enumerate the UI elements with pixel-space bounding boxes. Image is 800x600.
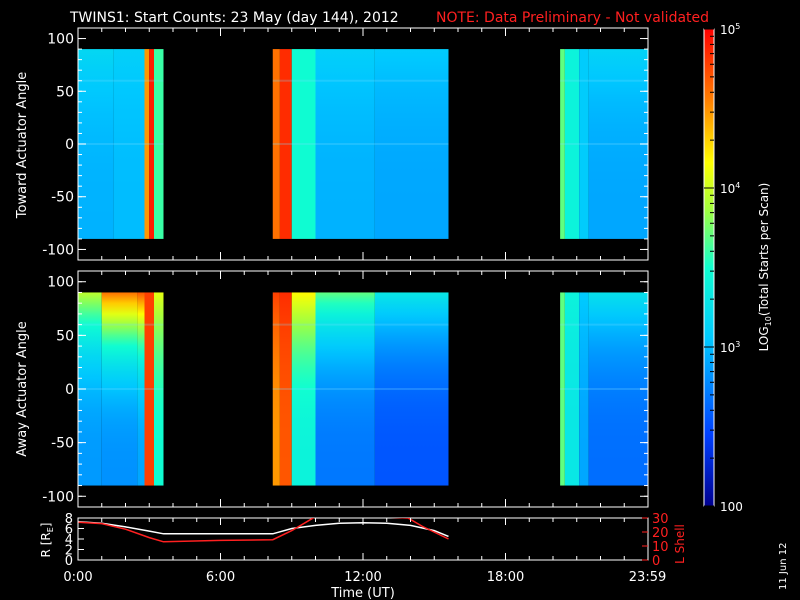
x-tick-label: 23:59 (629, 570, 666, 585)
heatmap-column (154, 49, 164, 239)
y-tick-label: 50 (56, 328, 74, 344)
colorbar-tick-label: 105 (720, 22, 740, 37)
y-tick-label: -100 (42, 489, 74, 505)
heatmap-column (560, 49, 565, 239)
y-tick-label: 100 (47, 32, 74, 48)
heatmap-column (113, 49, 145, 239)
preliminary-note: NOTE: Data Preliminary - Not validated (436, 10, 709, 26)
heatmap-column (588, 292, 648, 486)
left-y-tick-label: 6 (65, 523, 73, 538)
right-y-tick-label: 20 (652, 526, 669, 541)
radius-line (78, 520, 449, 538)
time-axis-label: Time (UT) (330, 586, 395, 600)
heatmap-column (279, 292, 292, 486)
date-stamp: 11 Jun 12 (778, 543, 789, 590)
colorbar-tick-label: 104 (720, 181, 740, 196)
heatmap-column (560, 292, 565, 486)
angle-band (272, 388, 449, 390)
heatmap-column (588, 49, 648, 239)
angle-band (272, 323, 449, 326)
y-tick-label: -50 (51, 436, 74, 452)
left-y-tick-label: 4 (65, 533, 73, 548)
left-y-tick-label: 0 (65, 554, 73, 569)
angle-band (560, 323, 648, 326)
angle-band (560, 143, 648, 145)
heatmap-column (374, 292, 449, 486)
angle-band (78, 143, 164, 145)
right-y-tick-label: 30 (652, 512, 669, 527)
heatmap-column (144, 49, 150, 239)
x-tick-label: 18:00 (487, 570, 524, 585)
angle-band (78, 79, 164, 82)
toward-actuator-panel: 100 50 0 -50 -100 Toward Actuator Angle (15, 27, 649, 261)
x-tick-label: 12:00 (344, 570, 381, 585)
right-y-tick-label: 10 (652, 540, 669, 555)
y-tick-label: -50 (51, 190, 74, 206)
heatmap-column (579, 292, 589, 486)
angle-band (272, 143, 449, 145)
toward-y-axis-label: Toward Actuator Angle (15, 72, 30, 219)
heatmap-column (272, 49, 280, 239)
colorbar-ticks: 100 103 104 105 (704, 22, 743, 514)
l-shell-line (78, 518, 449, 543)
y-tick-label: 0 (65, 382, 74, 398)
left-y-tick-label: 8 (65, 512, 73, 527)
heatmap-column (564, 49, 580, 239)
angle-band (560, 79, 648, 82)
away-actuator-panel: 100 50 0 -50 -100 Away Actuator Angle (15, 270, 649, 508)
heatmap-column (579, 49, 589, 239)
right-y-tick-label: 0 (652, 554, 660, 569)
y-tick-label: 100 (47, 275, 74, 291)
heatmap-column (279, 49, 292, 239)
y-tick-label: -100 (42, 242, 74, 258)
l-shell-axis-label: L Shell (673, 524, 687, 564)
heatmap-column (272, 292, 280, 486)
heatmap-column (154, 292, 164, 486)
angle-band (272, 79, 449, 82)
angle-band (78, 323, 164, 326)
heatmap-column (374, 49, 449, 239)
heatmap-column (101, 292, 138, 486)
x-tick-label: 6:00 (206, 570, 235, 585)
colorbar-tick-label: 103 (720, 340, 740, 355)
away-y-axis-label: Away Actuator Angle (15, 321, 30, 456)
colorbar-tick-label: 100 (720, 500, 743, 514)
heatmap-column (291, 292, 316, 486)
heatmap-column (564, 292, 580, 486)
colorbar: 100 103 104 105 LOG10(Total Starts per Scan… (703, 22, 773, 514)
heatmap-column (144, 292, 154, 486)
heatmap-column (149, 49, 154, 239)
orbit-lines (78, 518, 449, 543)
radius-axis-label: R [RE] (39, 523, 55, 558)
heatmap-column (137, 292, 145, 486)
angle-band (560, 388, 648, 390)
toward-y-ticks: 100 50 0 -50 -100 (42, 27, 649, 261)
heatmap-column (291, 49, 316, 239)
y-tick-label: 0 (65, 137, 74, 153)
colorbar-gradient (703, 28, 715, 507)
toward-heatmap (78, 49, 648, 239)
heatmap-column (315, 292, 375, 486)
left-y-tick-label: 2 (65, 544, 73, 559)
angle-band (78, 388, 164, 390)
heatmap-column (78, 292, 102, 486)
colorbar-label: LOG10(Total Starts per Scan) (757, 183, 773, 352)
figure-title: TWINS1: Start Counts: 23 May (day 144), … (69, 10, 399, 26)
away-y-ticks: 100 50 0 -50 -100 (42, 270, 649, 508)
away-heatmap (78, 292, 648, 486)
heatmap-column (315, 49, 375, 239)
x-tick-label: 0:00 (63, 570, 92, 585)
y-tick-label: 50 (56, 84, 74, 100)
